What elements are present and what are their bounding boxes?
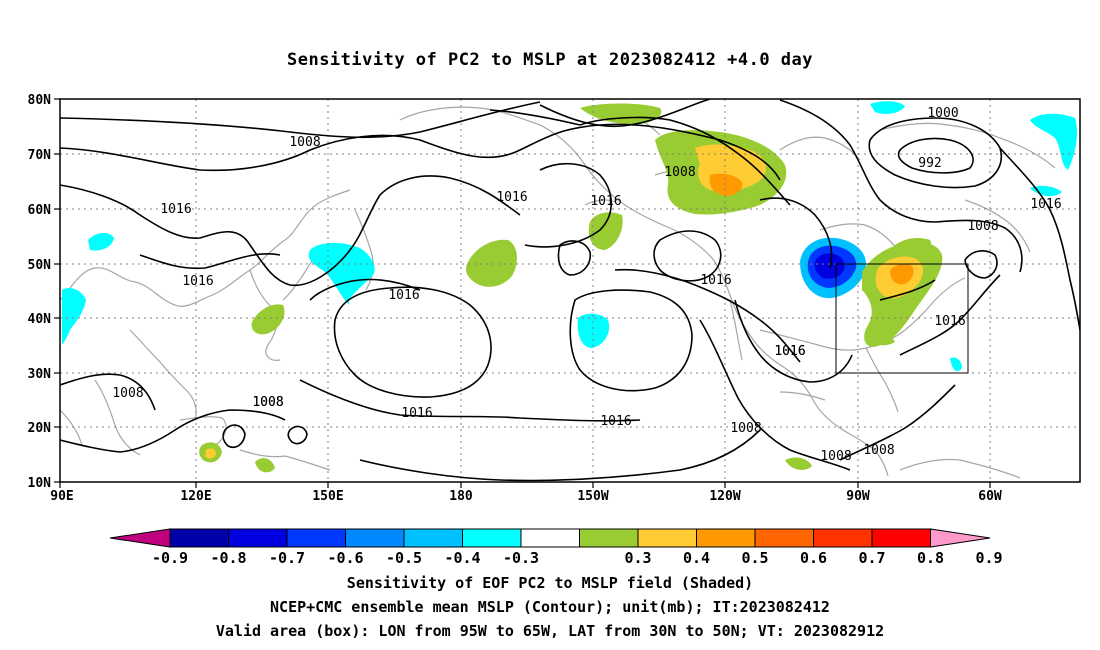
colorbar-label: -0.8 [210, 549, 246, 567]
contour-label: 1016 [934, 314, 965, 329]
contour-label: 1016 [388, 288, 419, 303]
lon-label: 90W [846, 489, 870, 504]
colorbar-label: 0.7 [858, 549, 885, 567]
lon-label: 120E [180, 489, 211, 504]
caption-line-1: Sensitivity of EOF PC2 to MSLP field (Sh… [346, 574, 754, 592]
map-title: Sensitivity of PC2 to MSLP at 2023082412… [286, 50, 813, 70]
contour-label: 1008 [730, 421, 761, 436]
colorbar-box [579, 528, 639, 548]
contour-label: 1008 [664, 165, 695, 180]
axis-ticks [54, 98, 991, 488]
color-scale-bar: -0.9 -0.8 -0.7 -0.6 -0.5 -0.4 -0.3 0.3 0.4 0.5 0.6… [109, 528, 1003, 567]
colorbar-label: -0.3 [503, 549, 539, 567]
contour-label: 1008 [820, 449, 851, 464]
lat-label: 20N [28, 421, 52, 436]
colorbar-labels: -0.9 -0.8 -0.7 -0.6 -0.5 -0.4 -0.3 0.3 0.4 0.5 0.6… [152, 549, 1003, 567]
sensitivity-shading [62, 101, 1078, 473]
colorbar-box [637, 528, 697, 548]
colorbar-low-arrow [109, 528, 171, 548]
lat-label: 60N [28, 203, 52, 218]
contour-label: 992 [918, 156, 941, 171]
contour-label: 1016 [160, 202, 191, 217]
valid-area-box [835, 263, 969, 374]
colorbar-box [754, 528, 814, 548]
contour-label: 1016 [590, 194, 621, 209]
contour-label: 1016 [1030, 197, 1061, 212]
colorbar-label: 0.6 [800, 549, 827, 567]
contour-labels: 1008 1016 1016 1016 1016 1008 1008 1016 … [112, 106, 1061, 464]
caption-line-2: NCEP+CMC ensemble mean MSLP (Contour); u… [270, 598, 830, 616]
lat-label: 50N [28, 258, 52, 273]
lat-label: 70N [28, 148, 52, 163]
longitude-labels: 90E 120E 150E 180 150W 120W 90W 60W [50, 489, 1002, 504]
colorbar-high-arrow [930, 528, 991, 548]
lon-label: 60W [978, 489, 1002, 504]
contour-label: 1008 [967, 219, 998, 234]
colorbar-label: -0.7 [269, 549, 305, 567]
colorbar-box [813, 528, 873, 548]
colorbar-box [345, 528, 405, 548]
colorbar-label: 0.3 [624, 549, 651, 567]
graticule [60, 99, 1080, 482]
contour-label: 1008 [112, 386, 143, 401]
contour-label: 1016 [401, 406, 432, 421]
map-frame [59, 98, 1081, 483]
colorbar-label: 0.4 [683, 549, 710, 567]
lat-label: 10N [28, 476, 52, 491]
contour-label: 1016 [774, 344, 805, 359]
colorbar-box [228, 528, 288, 548]
contour-label: 1008 [863, 443, 894, 458]
colorbar-label: -0.4 [444, 549, 480, 567]
lat-label: 80N [28, 93, 52, 108]
contour-label: 1016 [496, 190, 527, 205]
contour-label: 1016 [700, 273, 731, 288]
contour-label: 1016 [774, 344, 805, 359]
contour-label: 1008 [252, 395, 283, 410]
lon-label: 150W [577, 489, 608, 504]
lon-label: 120W [709, 489, 740, 504]
colorbar-box [520, 528, 580, 548]
lon-label: 90E [50, 489, 73, 504]
colorbar-box [169, 528, 229, 548]
colorbar-box [462, 528, 522, 548]
colorbar-box [696, 528, 756, 548]
contour-label: 1008 [252, 395, 283, 410]
contour-label: 1000 [927, 106, 958, 121]
lon-label: 180 [449, 489, 473, 504]
colorbar-boxes [109, 528, 991, 548]
lon-label: 150E [312, 489, 343, 504]
coastlines [60, 106, 1056, 479]
colorbar-label: -0.9 [152, 549, 188, 567]
caption-line-3: Valid area (box): LON from 95W to 65W, L… [215, 622, 885, 640]
colorbar-label: 0.5 [741, 549, 768, 567]
colorbar-label: 0.9 [975, 549, 1002, 567]
colorbar-label: -0.6 [327, 549, 363, 567]
contour-label: 1016 [182, 274, 213, 289]
colorbar-label: 0.8 [917, 549, 944, 567]
mslp-contours [60, 99, 1080, 482]
colorbar-box [286, 528, 346, 548]
colorbar-box [403, 528, 463, 548]
contour-label: 1008 [289, 135, 320, 150]
lat-label: 30N [28, 367, 52, 382]
latitude-labels: 80N 70N 60N 50N 40N 30N 20N 10N [28, 93, 52, 491]
sensitivity-map: 1008 1016 1016 1016 1016 1008 1008 1016 … [28, 93, 1081, 504]
colorbar-label: -0.5 [386, 549, 422, 567]
lat-label: 40N [28, 312, 52, 327]
colorbar-box [871, 528, 931, 548]
contour-label: 1016 [600, 414, 631, 429]
